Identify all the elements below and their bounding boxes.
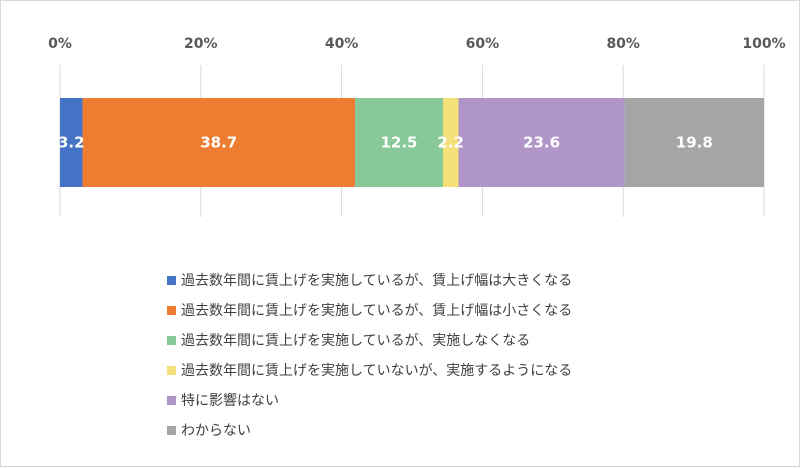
legend-swatch [167,425,176,435]
data-label: 12.5 [380,134,417,152]
x-tick-label: 80% [606,36,640,52]
data-label: 19.8 [676,134,713,152]
legend-swatch [167,335,176,345]
legend-swatch [167,395,176,405]
legend-item: 特に影響はない [167,391,572,409]
bar-segment [82,98,355,187]
legend-item: 過去数年間に賃上げを実施していないが、実施するようになる [167,361,572,379]
data-label: 3.2 [58,134,85,152]
legend-swatch [167,275,176,285]
legend-label: 過去数年間に賃上げを実施しているが、賃上げ幅は大きくなる [181,273,573,289]
data-label: 2.2 [437,134,464,152]
x-axis-tick-labels: 0% 20% 40% 60% 80% 100% [48,36,786,52]
legend-item: 過去数年間に賃上げを実施しているが、賃上げ幅は大きくなる [167,271,572,289]
legend-label: 過去数年間に賃上げを実施しているが、実施しなくなる [181,333,531,349]
legend-swatch [167,365,176,375]
legend-label: 特に影響はない [181,393,279,409]
x-tick-label: 40% [325,36,359,52]
bar-segment [60,98,83,187]
bar-segment [442,98,459,187]
x-tick-label: 20% [184,36,218,52]
bar-segment [624,98,764,187]
legend: 過去数年間に賃上げを実施しているが、賃上げ幅は大きくなる 過去数年間に賃上げを実施… [167,271,572,451]
legend-label: 過去数年間に賃上げを実施しているが、賃上げ幅は小さくなる [181,303,573,319]
data-label: 38.7 [200,134,237,152]
legend-item: わからない [167,421,572,439]
x-tick-label: 0% [48,36,72,52]
data-labels: 3.2 38.7 12.5 2.2 23.6 19.8 [58,134,713,152]
x-tick-label: 100% [742,36,785,52]
bar-segment [354,98,443,187]
bar-segments [60,98,764,187]
legend-item: 過去数年間に賃上げを実施しているが、実施しなくなる [167,331,572,349]
legend-item: 過去数年間に賃上げを実施しているが、賃上げ幅は小さくなる [167,301,572,319]
legend-label: 過去数年間に賃上げを実施していないが、実施するようになる [181,363,573,379]
legend-swatch [167,305,176,315]
x-tick-label: 60% [466,36,500,52]
legend-label: わからない [181,423,251,439]
bar-segment [458,98,625,187]
data-label: 23.6 [523,134,560,152]
